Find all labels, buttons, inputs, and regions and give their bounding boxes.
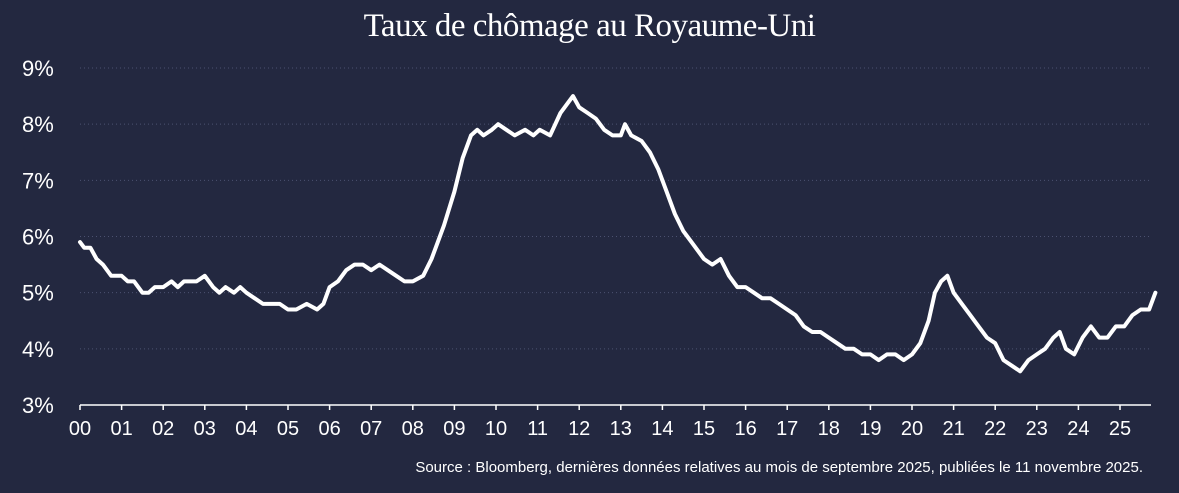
x-tick-label: 01 [110,418,132,440]
x-tick-label: 17 [776,418,798,440]
y-tick-label: 4% [22,337,54,362]
x-tick-label: 20 [901,418,923,440]
y-tick-label: 5% [22,281,54,306]
x-tick-label: 08 [402,418,424,440]
x-tick-label: 03 [194,418,216,440]
y-tick-label: 9% [22,56,54,81]
x-tick-label: 11 [527,418,548,440]
source-note: Source : Bloomberg, dernières données re… [415,459,1143,476]
x-tick-label: 16 [734,418,756,440]
x-tick-label: 23 [1026,418,1048,440]
chart-title: Taux de chômage au Royaume-Uni [363,8,816,44]
x-tick-label: 04 [235,418,257,440]
x-tick-label: 19 [859,418,881,440]
x-tick-label: 15 [693,418,715,440]
x-tick-label: 14 [651,418,673,440]
x-tick-label: 13 [610,418,632,440]
x-tick-label: 25 [1109,418,1131,440]
series-line [78,94,1158,374]
y-tick-label: 8% [22,112,54,137]
y-tick-label: 3% [22,393,54,418]
x-tick-label: 22 [984,418,1006,440]
x-tick-label: 06 [318,418,340,440]
x-tick-label: 00 [69,418,91,440]
x-tick-label: 02 [152,418,174,440]
x-tick-label: 10 [485,418,507,440]
x-tick-label: 09 [443,418,465,440]
x-tick-label: 07 [360,418,382,440]
x-tick-label: 24 [1067,418,1089,440]
x-tick-label: 21 [942,418,964,440]
x-tick-label: 18 [818,418,840,440]
y-tick-label: 7% [22,168,54,193]
x-tick-label: 05 [277,418,299,440]
x-tick-label: 12 [568,418,590,440]
y-tick-label: 6% [22,225,54,250]
